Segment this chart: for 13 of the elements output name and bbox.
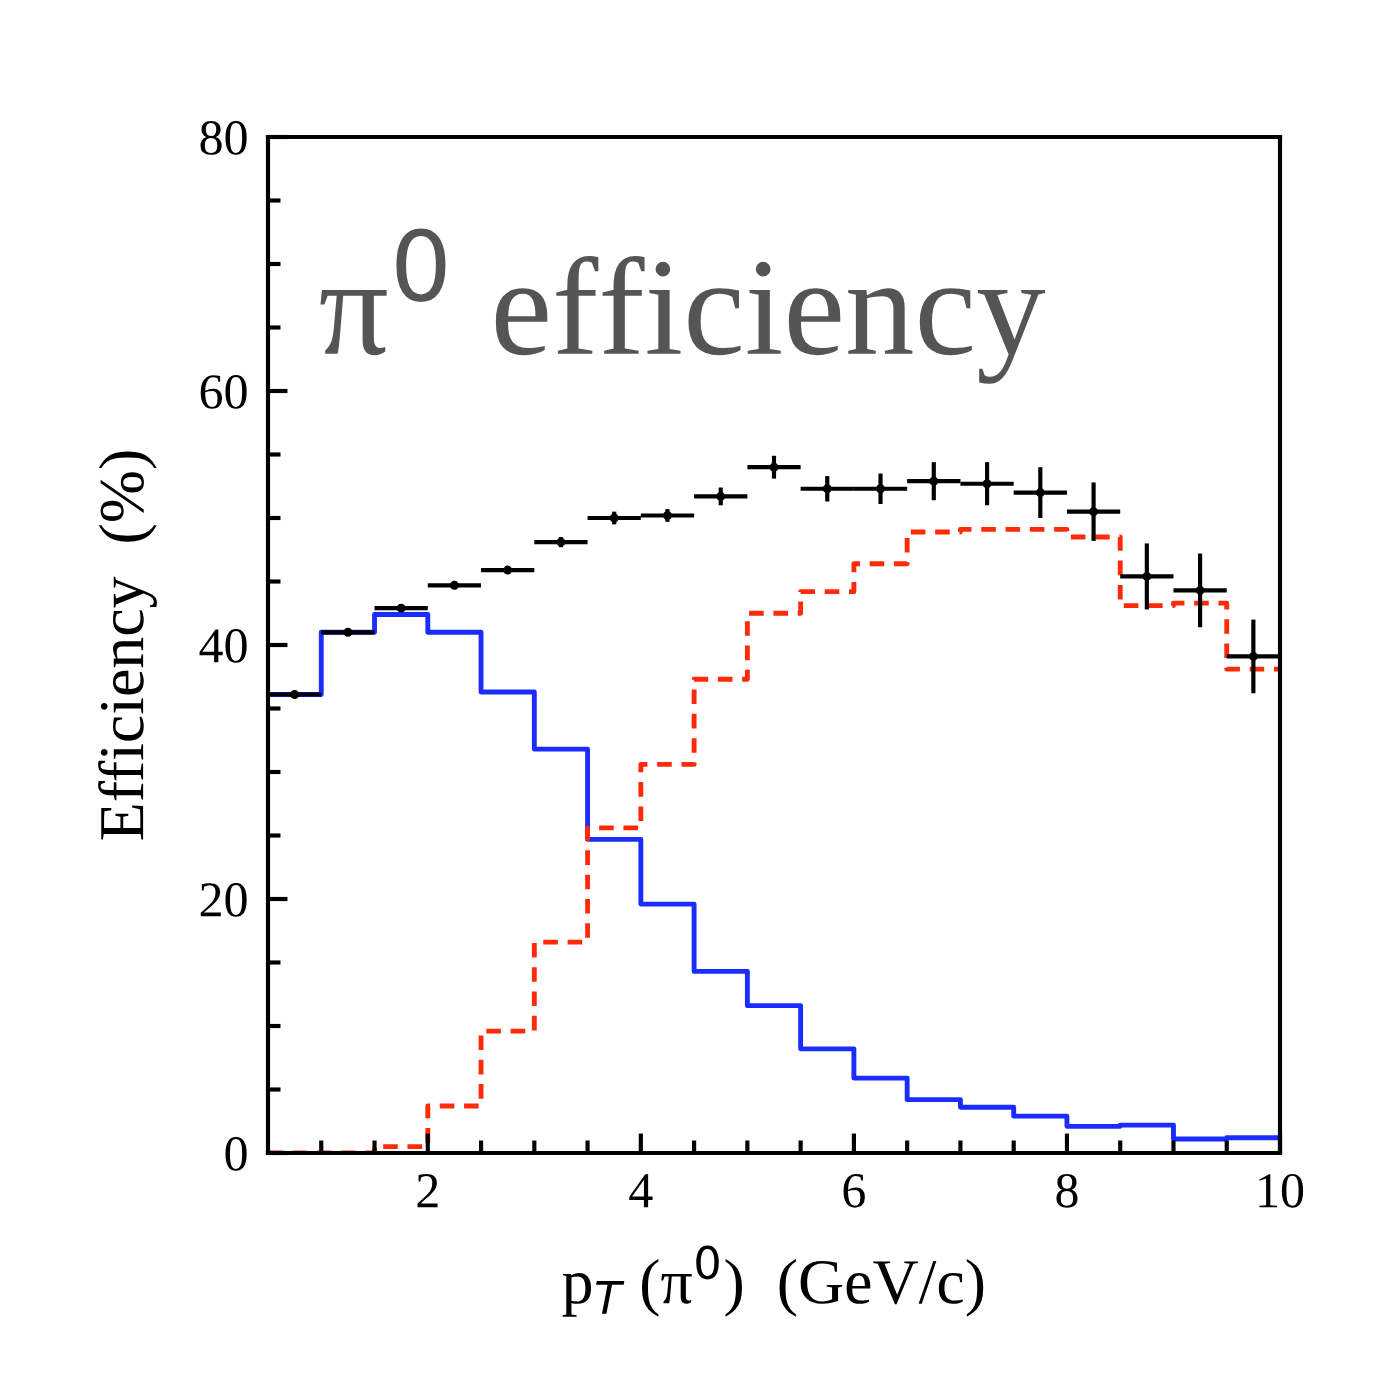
x-tick-label: 8: [1056, 1173, 1078, 1208]
y-axis-title: Efficiency (%): [98, 451, 157, 840]
x-axis-title: p$_{T}$ (π$^{0}$) (GeV/c): [562, 1245, 984, 1317]
annotation: π$^{0}$ efficiency: [320, 228, 1046, 384]
y-tick-label: 60: [200, 375, 247, 409]
y-tick-label: 20: [200, 883, 247, 917]
y-tick-label: 40: [199, 629, 247, 663]
x-tick-label: 2: [417, 1174, 438, 1208]
x-tick-label: 4: [629, 1174, 653, 1208]
x-tick-label: 6: [843, 1174, 865, 1208]
y-tick-label: 0: [225, 1137, 247, 1171]
y-tick-label: 80: [200, 121, 247, 155]
x-tick-label: 10: [1259, 1173, 1304, 1208]
